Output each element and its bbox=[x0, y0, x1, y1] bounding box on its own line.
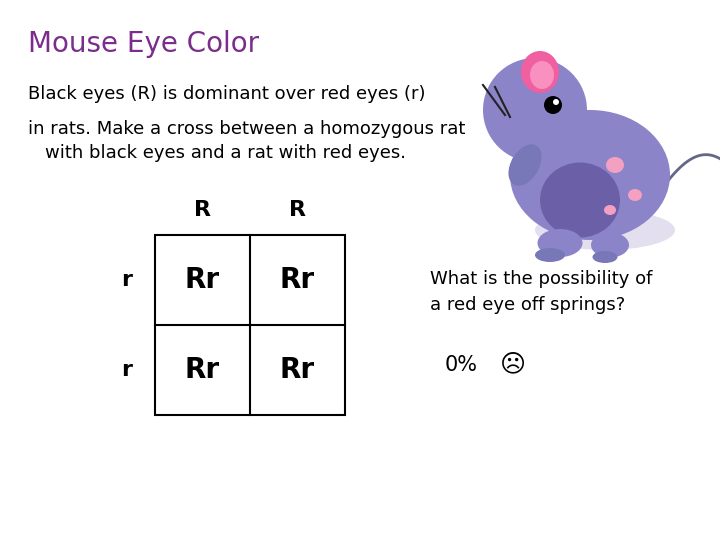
Text: Rr: Rr bbox=[185, 266, 220, 294]
Ellipse shape bbox=[606, 157, 624, 173]
Text: 0%: 0% bbox=[445, 355, 478, 375]
Text: r: r bbox=[122, 360, 132, 380]
Bar bbox=[155, 235, 345, 415]
Ellipse shape bbox=[530, 61, 554, 89]
Ellipse shape bbox=[593, 251, 618, 263]
Text: Rr: Rr bbox=[185, 356, 220, 384]
Text: Mouse Eye Color: Mouse Eye Color bbox=[28, 30, 259, 58]
Circle shape bbox=[553, 99, 559, 105]
Ellipse shape bbox=[510, 110, 670, 240]
Ellipse shape bbox=[508, 144, 541, 186]
Ellipse shape bbox=[521, 51, 559, 93]
Text: ☹: ☹ bbox=[500, 352, 526, 376]
Ellipse shape bbox=[591, 233, 629, 258]
Text: Rr: Rr bbox=[280, 356, 315, 384]
Text: r: r bbox=[122, 270, 132, 290]
Text: R: R bbox=[194, 200, 211, 220]
Text: with black eyes and a rat with red eyes.: with black eyes and a rat with red eyes. bbox=[45, 144, 406, 162]
Ellipse shape bbox=[535, 248, 565, 262]
Text: Black eyes (R) is dominant over red eyes (r): Black eyes (R) is dominant over red eyes… bbox=[28, 85, 426, 103]
Text: What is the possibility of
a red eye off springs?: What is the possibility of a red eye off… bbox=[430, 270, 652, 314]
Ellipse shape bbox=[604, 205, 616, 215]
Ellipse shape bbox=[538, 229, 582, 257]
Ellipse shape bbox=[495, 110, 525, 130]
Circle shape bbox=[544, 96, 562, 114]
Text: R: R bbox=[289, 200, 306, 220]
Text: in rats. Make a cross between a homozygous rat: in rats. Make a cross between a homozygo… bbox=[28, 120, 465, 138]
Ellipse shape bbox=[535, 210, 675, 250]
Circle shape bbox=[483, 58, 587, 162]
Ellipse shape bbox=[540, 163, 620, 238]
Text: Rr: Rr bbox=[280, 266, 315, 294]
Ellipse shape bbox=[628, 189, 642, 201]
